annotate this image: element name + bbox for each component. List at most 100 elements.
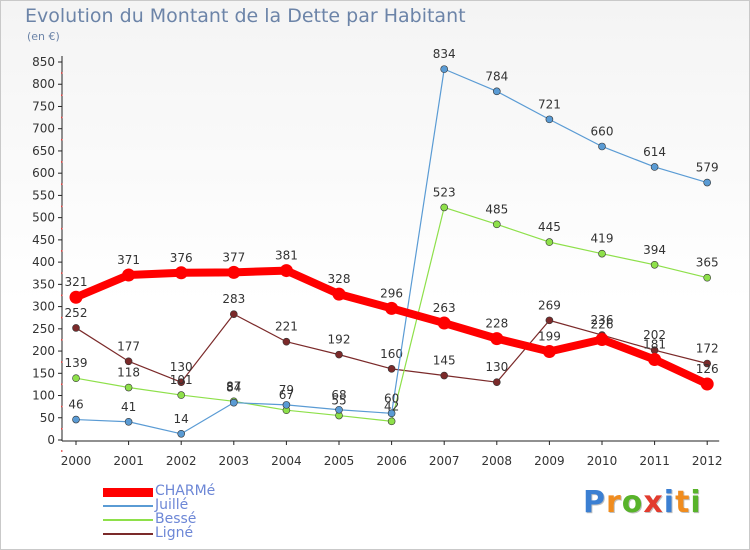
x-tick-label: 2000 [61, 454, 92, 468]
data-label: 485 [485, 202, 508, 216]
data-label: 221 [275, 320, 298, 334]
data-label: 371 [117, 253, 140, 267]
x-tick-label: 2001 [113, 454, 144, 468]
chart-unit: (en €) [27, 30, 60, 43]
proxiti-logo: Proxiti [583, 485, 702, 520]
logo-letter: x [643, 485, 664, 520]
data-point [174, 266, 188, 280]
data-point [385, 301, 399, 315]
chart-title: Evolution du Montant de la Dette par Hab… [25, 5, 466, 27]
data-label: 139 [65, 356, 88, 370]
legend-label: CHARMé [155, 483, 216, 499]
data-label: 192 [328, 333, 351, 347]
y-tick-label: 350 [32, 277, 55, 291]
data-label: 381 [275, 249, 298, 263]
data-point [650, 163, 659, 171]
data-label: 41 [121, 400, 136, 414]
logo-letter: P [583, 485, 606, 520]
data-point [332, 287, 346, 301]
data-label: 263 [433, 301, 456, 315]
logo-letter: r [606, 485, 622, 520]
data-point [440, 65, 449, 73]
data-label: 199 [538, 330, 561, 344]
data-point [124, 383, 133, 392]
data-point [387, 417, 396, 426]
x-ticks: 2000 2001 2002 2003 2004 2005 2006 2007 2008 2009… [61, 441, 723, 468]
x-tick-label: 2010 [587, 454, 618, 468]
data-point [122, 268, 136, 282]
data-point [230, 310, 238, 318]
data-point [335, 350, 343, 359]
data-point [230, 398, 238, 407]
x-tick-label: 2006 [376, 454, 407, 468]
y-tick-label: 150 [32, 366, 55, 380]
data-label: 126 [696, 362, 719, 376]
data-point [177, 391, 185, 399]
data-label: 160 [380, 347, 403, 361]
logo-letter: i [690, 485, 702, 520]
data-label: 328 [328, 272, 351, 286]
data-point [440, 371, 449, 380]
x-tick-label: 2009 [534, 454, 565, 468]
x-tick-label: 2003 [219, 454, 250, 468]
legend-swatch [103, 487, 153, 497]
data-label: 79 [279, 383, 294, 397]
data-point [545, 238, 554, 246]
data-label: 419 [591, 232, 614, 246]
y-tick-label: 0 [47, 433, 55, 447]
data-point [124, 417, 133, 426]
data-point [595, 332, 609, 346]
x-tick-label: 2004 [271, 454, 302, 468]
data-point [227, 265, 241, 279]
data-label: 834 [433, 47, 456, 61]
data-label: 68 [331, 388, 346, 402]
data-label: 236 [591, 313, 614, 327]
data-point [650, 260, 659, 269]
y-tick-label: 800 [32, 77, 55, 91]
data-label: 118 [117, 366, 140, 380]
x-tick-label: 2005 [324, 454, 355, 468]
data-label: 321 [65, 275, 88, 289]
data-label: 445 [538, 220, 561, 234]
data-label: 252 [65, 306, 88, 320]
logo-letter: o [621, 485, 644, 520]
data-point [492, 87, 501, 96]
legend-swatch [103, 533, 153, 535]
x-tick-label: 2002 [166, 454, 197, 468]
data-label: 296 [380, 286, 403, 300]
legend-swatch [103, 519, 153, 521]
y-tick-label: 450 [32, 233, 55, 247]
logo-letter: t [675, 485, 691, 520]
x-tick-label: 2012 [692, 454, 723, 468]
data-point [387, 409, 396, 418]
data-point [598, 142, 606, 151]
data-point [703, 273, 712, 282]
data-label: 365 [696, 256, 719, 270]
y-tick-label: 550 [32, 188, 55, 202]
axes [61, 56, 720, 442]
data-label: 130 [170, 360, 193, 374]
series-Bessé: 139 118 101 87 67 55 42 523 485 445 419 394 365 [65, 185, 719, 426]
data-label: 579 [696, 161, 719, 175]
data-point [177, 378, 185, 386]
data-point [279, 264, 293, 278]
data-label: 523 [433, 185, 456, 199]
data-label: 101 [170, 373, 193, 387]
data-label: 394 [643, 243, 666, 257]
data-point [177, 429, 185, 438]
y-tick-label: 500 [32, 211, 55, 225]
data-label: 67 [279, 388, 294, 402]
legend-swatch [103, 505, 153, 507]
data-label: 181 [643, 338, 666, 352]
data-point [72, 324, 80, 332]
data-label: 226 [591, 317, 614, 331]
data-label: 721 [538, 97, 561, 111]
data-point [282, 401, 291, 409]
data-label: 376 [170, 251, 193, 265]
data-point [69, 290, 83, 304]
data-label: 269 [538, 298, 561, 312]
data-point [72, 374, 80, 382]
x-tick-label: 2008 [482, 454, 513, 468]
